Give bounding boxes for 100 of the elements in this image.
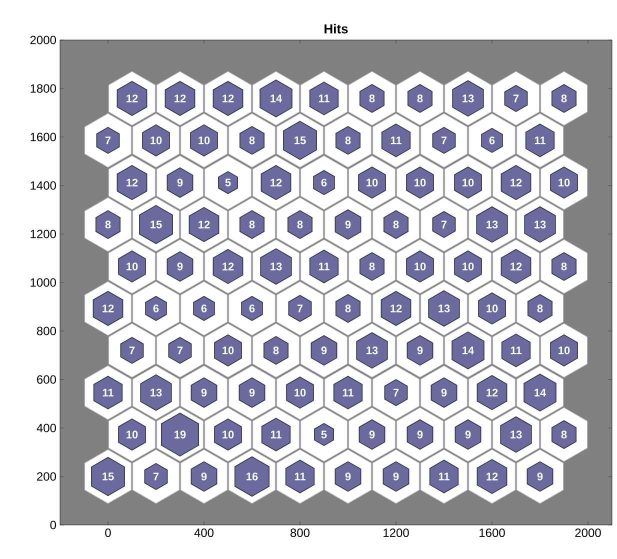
data-label: 9: [177, 262, 183, 270]
y-tick-label: 600: [37, 375, 56, 384]
data-label: 12: [174, 94, 186, 102]
data-label: 15: [102, 472, 114, 480]
y-tick-label: 1000: [30, 278, 56, 287]
y-tick-label: 1600: [30, 132, 56, 142]
data-label: 13: [534, 220, 546, 228]
y-tick-label: 1200: [30, 230, 56, 238]
data-label: 12: [102, 304, 114, 312]
data-label: 10: [294, 388, 306, 396]
data-label: 16: [246, 472, 258, 480]
data-label: 11: [102, 388, 114, 396]
data-label: 13: [150, 388, 162, 396]
data-label: 10: [366, 178, 378, 186]
data-label: 8: [393, 220, 399, 228]
data-label: 9: [201, 472, 207, 480]
data-label: 7: [441, 220, 447, 228]
data-label: 11: [318, 94, 330, 102]
data-label: 8: [561, 430, 567, 438]
data-label: 13: [438, 304, 450, 312]
data-label: 8: [249, 136, 255, 144]
data-label: 12: [486, 388, 498, 396]
y-tick-label: 1800: [30, 84, 56, 93]
data-label: 7: [153, 472, 159, 480]
data-label: 11: [270, 430, 282, 438]
data-label: 9: [441, 388, 447, 396]
data-label: 6: [321, 178, 327, 186]
data-label: 10: [414, 178, 426, 186]
data-label: 13: [510, 430, 522, 438]
data-label: 8: [561, 262, 567, 270]
data-label: 10: [198, 136, 210, 144]
data-label: 15: [294, 136, 306, 144]
data-label: 8: [537, 304, 543, 312]
x-tick-label: 1600: [480, 528, 505, 538]
data-label: 6: [489, 136, 495, 144]
data-label: 11: [318, 262, 330, 270]
data-label: 13: [486, 220, 498, 228]
x-tick-label: 0: [105, 528, 111, 538]
data-label: 9: [537, 472, 543, 480]
data-label: 9: [201, 388, 207, 396]
data-label: 12: [222, 262, 234, 270]
data-label: 5: [225, 178, 231, 186]
x-tick-label: 800: [290, 528, 310, 538]
data-label: 10: [558, 178, 570, 186]
data-label: 12: [390, 304, 402, 312]
data-label: 8: [369, 262, 375, 270]
data-label: 9: [177, 178, 183, 186]
data-label: 7: [297, 304, 303, 312]
data-label: 12: [198, 220, 210, 228]
data-label: 11: [510, 346, 522, 354]
data-label: 12: [510, 262, 522, 270]
data-label: 7: [441, 136, 447, 144]
data-label: 14: [270, 94, 282, 102]
data-label: 12: [126, 94, 138, 102]
data-label: 9: [369, 430, 375, 438]
data-label: 7: [393, 388, 399, 396]
y-tick-label: 0: [50, 520, 56, 530]
data-label: 10: [222, 430, 234, 438]
data-label: 8: [249, 220, 255, 228]
data-label: 8: [273, 346, 279, 354]
x-tick-label: 400: [194, 528, 214, 538]
data-label: 12: [126, 178, 138, 186]
data-label: 8: [345, 136, 351, 144]
data-label: 11: [342, 388, 354, 396]
data-label: 9: [417, 346, 423, 354]
data-label: 8: [561, 94, 567, 102]
data-label: 6: [153, 304, 159, 312]
data-label: 9: [345, 472, 351, 480]
data-label: 13: [270, 262, 282, 270]
data-label: 7: [513, 94, 519, 102]
data-label: 9: [345, 220, 351, 228]
data-label: 7: [129, 346, 135, 354]
y-tick-label: 800: [36, 326, 56, 336]
data-label: 12: [270, 178, 282, 186]
data-label: 6: [249, 304, 255, 312]
data-label: 9: [465, 430, 471, 438]
data-label: 10: [414, 262, 426, 270]
data-label: 10: [462, 178, 474, 186]
data-label: 10: [486, 304, 498, 312]
x-tick-label: 2000: [575, 528, 601, 538]
data-label: 11: [390, 136, 402, 144]
y-tick-label: 200: [37, 472, 56, 481]
data-label: 6: [201, 304, 207, 312]
data-label: 7: [105, 136, 111, 144]
data-label: 12: [486, 472, 498, 480]
data-label: 9: [321, 346, 327, 354]
data-label: 11: [534, 136, 546, 144]
data-label: 8: [345, 304, 351, 312]
data-label: 19: [174, 430, 186, 438]
data-label: 9: [249, 388, 255, 396]
data-label: 7: [177, 346, 183, 354]
data-label: 8: [297, 220, 303, 228]
data-label: 8: [369, 94, 375, 102]
data-label: 10: [558, 346, 570, 354]
data-label: 13: [366, 346, 378, 354]
data-label: 12: [222, 94, 234, 102]
chart-title: Hits: [324, 24, 348, 34]
data-label: 9: [393, 472, 399, 480]
data-label: 11: [294, 472, 306, 480]
data-label: 15: [150, 220, 162, 228]
